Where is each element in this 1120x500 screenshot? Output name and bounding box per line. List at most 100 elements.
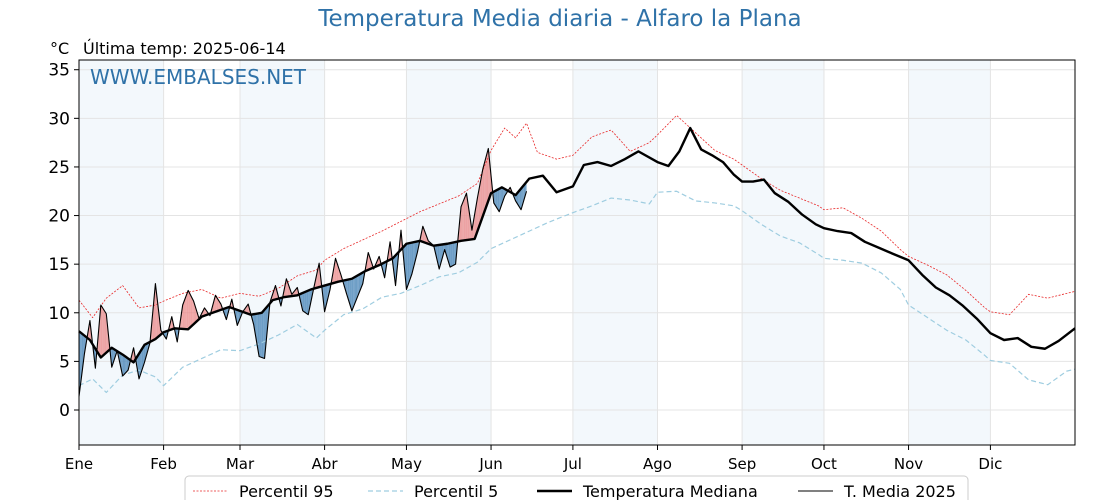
fill-below-median bbox=[263, 309, 265, 359]
fill-below-median bbox=[80, 332, 82, 386]
series-line-percentil-95 bbox=[78, 115, 1076, 319]
fill-below-median bbox=[324, 285, 326, 312]
fill-above-median bbox=[377, 256, 380, 266]
fill-above-median bbox=[152, 298, 155, 341]
month-band-mar bbox=[239, 60, 325, 445]
month-band-ene bbox=[79, 60, 164, 445]
fill-below-median bbox=[259, 313, 261, 358]
x-tick-label-feb: Feb bbox=[150, 455, 177, 473]
x-tick-label-abr: Abr bbox=[312, 455, 339, 473]
fill-below-median bbox=[305, 291, 307, 314]
fill-below-median bbox=[495, 190, 497, 208]
legend-label: T. Media 2025 bbox=[843, 482, 956, 500]
x-tick-label-oct: Oct bbox=[811, 455, 837, 473]
fill-below-median bbox=[145, 343, 148, 358]
month-band-nov bbox=[908, 60, 991, 445]
fill-below-median bbox=[452, 242, 455, 266]
fill-above-median bbox=[104, 311, 107, 354]
fill-above-median bbox=[184, 297, 186, 330]
fill-above-median bbox=[481, 168, 483, 220]
y-tick-label: 20 bbox=[48, 207, 70, 227]
fill-below-median bbox=[353, 277, 355, 308]
fill-above-median bbox=[485, 153, 487, 209]
fill-above-median bbox=[102, 307, 104, 357]
fill-below-median bbox=[327, 284, 329, 301]
fill-below-median bbox=[357, 274, 359, 298]
fill-below-median bbox=[111, 347, 114, 368]
legend-box bbox=[184, 475, 969, 500]
fill-below-median bbox=[257, 313, 260, 357]
fill-below-median bbox=[354, 276, 356, 305]
fill-below-median bbox=[454, 242, 456, 265]
fill-below-median bbox=[126, 357, 129, 372]
fill-above-median bbox=[218, 299, 220, 311]
fill-below-median bbox=[383, 262, 385, 278]
fill-below-median bbox=[496, 189, 498, 210]
fill-below-median bbox=[141, 347, 144, 371]
y-tick-label: 5 bbox=[59, 352, 70, 372]
x-tick-label-dic: Dic bbox=[978, 455, 1002, 473]
fill-below-median bbox=[140, 349, 142, 375]
fill-above-median bbox=[316, 269, 318, 288]
y-tick-label: 15 bbox=[48, 255, 70, 275]
series-line-t-media-2025 bbox=[78, 147, 528, 397]
fill-below-median bbox=[411, 242, 414, 274]
plot-frame bbox=[78, 59, 1076, 446]
fill-below-median bbox=[119, 352, 122, 370]
fill-above-median bbox=[335, 258, 337, 283]
fill-above-median bbox=[103, 309, 105, 356]
fill-below-median bbox=[410, 242, 412, 278]
fill-above-median bbox=[336, 262, 339, 283]
fill-below-median bbox=[499, 188, 501, 212]
fill-above-median bbox=[215, 295, 217, 312]
fill-above-median bbox=[182, 301, 185, 330]
fill-below-median bbox=[265, 306, 268, 345]
fill-below-median bbox=[309, 289, 311, 309]
fill-above-median bbox=[461, 203, 463, 241]
fill-below-median bbox=[350, 278, 352, 311]
fill-above-median bbox=[466, 193, 468, 241]
x-tick-label-jul: Jul bbox=[563, 455, 582, 473]
fill-above-median bbox=[486, 148, 489, 205]
fill-below-median bbox=[521, 186, 523, 210]
fill-below-median bbox=[409, 242, 411, 282]
fill-above-median bbox=[193, 301, 195, 325]
x-tick-label-mar: Mar bbox=[226, 455, 255, 473]
fill-below-median bbox=[83, 334, 85, 365]
fill-below-median bbox=[451, 242, 453, 267]
fill-above-median bbox=[192, 298, 194, 326]
fill-below-median bbox=[518, 190, 520, 208]
fill-above-median bbox=[188, 290, 190, 330]
unit-label: °C bbox=[50, 39, 70, 58]
fill-above-median bbox=[465, 193, 467, 241]
month-band-jul bbox=[572, 60, 658, 445]
fill-below-median bbox=[261, 311, 264, 358]
fill-below-median bbox=[122, 354, 125, 376]
fill-above-median bbox=[155, 283, 157, 340]
fill-below-median bbox=[500, 187, 502, 208]
fill-above-median bbox=[196, 309, 198, 322]
fill-above-median bbox=[478, 183, 481, 228]
fill-above-median bbox=[463, 196, 466, 241]
series-line-percentil-5 bbox=[78, 190, 1076, 394]
fill-above-median bbox=[185, 294, 187, 330]
fill-below-median bbox=[439, 244, 441, 270]
fill-below-median bbox=[143, 344, 145, 367]
fill-below-median bbox=[124, 355, 126, 375]
fill-above-median bbox=[462, 200, 464, 241]
fill-above-median bbox=[189, 293, 191, 329]
y-tick-label: 25 bbox=[48, 158, 70, 178]
fill-below-median bbox=[351, 277, 354, 311]
legend-label: Percentil 95 bbox=[239, 482, 334, 500]
x-tick-label-jun: Jun bbox=[478, 455, 502, 473]
fill-above-median bbox=[480, 176, 482, 224]
y-tick-label: 35 bbox=[48, 61, 70, 81]
last-temp-label: Última temp: 2025-06-14 bbox=[83, 39, 286, 58]
fill-above-median bbox=[190, 295, 193, 327]
fill-below-median bbox=[347, 279, 350, 303]
fill-below-median bbox=[302, 292, 305, 312]
fill-below-median bbox=[413, 242, 415, 269]
fill-below-median bbox=[345, 279, 347, 294]
fill-above-median bbox=[246, 304, 249, 314]
